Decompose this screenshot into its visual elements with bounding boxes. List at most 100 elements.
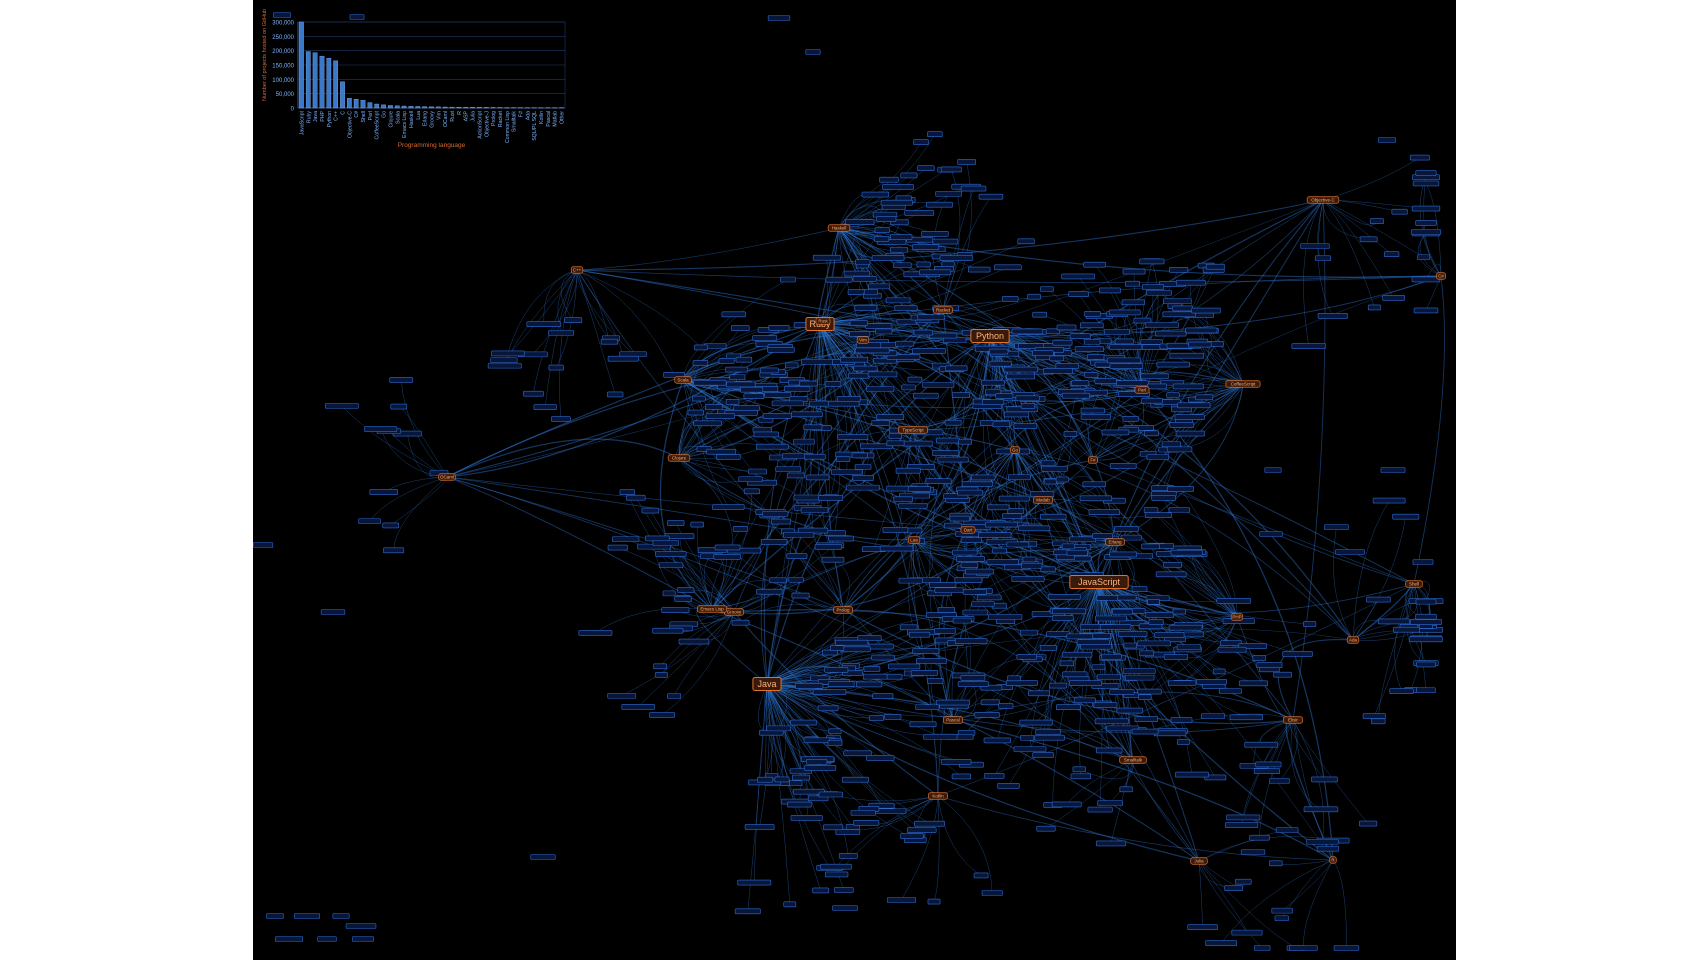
- leaf-node[interactable]: [949, 515, 970, 522]
- leaf-node[interactable]: [1108, 309, 1141, 316]
- leaf-node[interactable]: [790, 815, 823, 821]
- hub-ada[interactable]: Ada: [1346, 636, 1360, 644]
- leaf-node[interactable]: [705, 404, 723, 410]
- leaf-node[interactable]: [716, 454, 741, 460]
- leaf-node[interactable]: [1122, 268, 1146, 275]
- leaf-node[interactable]: [890, 246, 908, 253]
- leaf-node[interactable]: [1146, 454, 1170, 460]
- leaf-node[interactable]: [1096, 674, 1121, 680]
- leaf-node[interactable]: [882, 527, 909, 533]
- leaf-node[interactable]: [995, 393, 1014, 399]
- leaf-node[interactable]: [1139, 258, 1165, 265]
- leaf-node[interactable]: [332, 913, 350, 919]
- leaf-node[interactable]: [712, 504, 745, 510]
- leaf-node[interactable]: [1114, 526, 1139, 532]
- leaf-node[interactable]: [1205, 263, 1225, 270]
- hub-coffeescript[interactable]: CoffeeScript: [1225, 380, 1261, 388]
- leaf-node[interactable]: [934, 628, 956, 634]
- leaf-node[interactable]: [652, 540, 679, 546]
- leaf-node[interactable]: [1040, 286, 1054, 292]
- leaf-node[interactable]: [533, 404, 557, 410]
- leaf-node[interactable]: [960, 185, 987, 192]
- leaf-node[interactable]: [762, 413, 793, 419]
- leaf-node[interactable]: [1013, 423, 1038, 429]
- leaf-node[interactable]: [925, 478, 952, 485]
- leaf-node[interactable]: [1040, 460, 1056, 466]
- leaf-node[interactable]: [1172, 383, 1204, 390]
- leaf-node[interactable]: [1096, 747, 1123, 754]
- leaf-node[interactable]: [766, 725, 791, 732]
- leaf-node[interactable]: [792, 774, 811, 781]
- leaf-node[interactable]: [935, 190, 962, 197]
- leaf-node[interactable]: [1411, 205, 1441, 212]
- leaf-node[interactable]: [658, 562, 684, 569]
- leaf-node[interactable]: [744, 824, 775, 830]
- leaf-node[interactable]: [1154, 632, 1185, 638]
- leaf-node[interactable]: [1043, 368, 1073, 374]
- leaf-node[interactable]: [1072, 766, 1086, 773]
- leaf-node[interactable]: [1051, 608, 1087, 615]
- leaf-node[interactable]: [1172, 608, 1186, 615]
- leaf-node[interactable]: [876, 216, 897, 222]
- leaf-node[interactable]: [981, 399, 1005, 406]
- leaf-node[interactable]: [1264, 467, 1282, 473]
- leaf-node[interactable]: [863, 666, 881, 672]
- leaf-node[interactable]: [884, 714, 902, 720]
- leaf-node[interactable]: [901, 440, 933, 447]
- leaf-node[interactable]: [882, 184, 914, 190]
- leaf-node[interactable]: [978, 532, 1012, 538]
- leaf-node[interactable]: [786, 472, 805, 479]
- leaf-node[interactable]: [1147, 383, 1167, 390]
- leaf-node[interactable]: [830, 645, 845, 652]
- leaf-node[interactable]: [1093, 702, 1118, 708]
- leaf-node[interactable]: [1156, 361, 1190, 368]
- leaf-node[interactable]: [952, 549, 978, 556]
- leaf-node[interactable]: [912, 648, 940, 654]
- leaf-node[interactable]: [1122, 415, 1139, 422]
- leaf-node[interactable]: [997, 782, 1020, 789]
- leaf-node[interactable]: [1253, 768, 1281, 774]
- leaf-node[interactable]: [1116, 707, 1144, 714]
- leaf-node[interactable]: [1032, 311, 1048, 318]
- leaf-node[interactable]: [612, 536, 640, 543]
- leaf-node[interactable]: [1155, 330, 1187, 337]
- leaf-node[interactable]: [1114, 338, 1134, 345]
- leaf-node[interactable]: [551, 416, 571, 422]
- leaf-node[interactable]: [906, 827, 937, 833]
- leaf-node[interactable]: [965, 568, 994, 575]
- leaf-node[interactable]: [1225, 822, 1259, 828]
- leaf-node[interactable]: [382, 522, 400, 529]
- leaf-node[interactable]: [1120, 534, 1142, 541]
- leaf-node[interactable]: [944, 419, 962, 426]
- hub-rust[interactable]: Rust: [815, 317, 831, 325]
- leaf-node[interactable]: [913, 329, 934, 336]
- leaf-node[interactable]: [873, 235, 890, 242]
- leaf-node[interactable]: [907, 376, 923, 383]
- leaf-node[interactable]: [973, 872, 989, 879]
- leaf-node[interactable]: [1410, 229, 1442, 235]
- leaf-node[interactable]: [1080, 407, 1105, 414]
- leaf-node[interactable]: [641, 507, 660, 514]
- leaf-node[interactable]: [911, 244, 940, 250]
- leaf-node[interactable]: [791, 411, 823, 418]
- leaf-node[interactable]: [1200, 713, 1225, 719]
- leaf-node[interactable]: [490, 357, 518, 363]
- leaf-node[interactable]: [793, 438, 815, 445]
- leaf-node[interactable]: [935, 699, 970, 706]
- leaf-node[interactable]: [886, 897, 917, 903]
- leaf-node[interactable]: [1111, 608, 1133, 615]
- leaf-node[interactable]: [835, 639, 869, 646]
- leaf-node[interactable]: [908, 631, 931, 638]
- leaf-node[interactable]: [274, 936, 304, 942]
- leaf-node[interactable]: [841, 776, 869, 783]
- leaf-node[interactable]: [767, 346, 795, 353]
- leaf-node[interactable]: [1124, 674, 1155, 681]
- leaf-node[interactable]: [1216, 597, 1251, 604]
- leaf-node[interactable]: [626, 494, 646, 501]
- leaf-node[interactable]: [663, 372, 685, 378]
- leaf-node[interactable]: [800, 507, 829, 513]
- leaf-node[interactable]: [1136, 640, 1171, 647]
- leaf-node[interactable]: [733, 405, 760, 411]
- leaf-node[interactable]: [1032, 752, 1054, 758]
- leaf-node[interactable]: [895, 467, 921, 474]
